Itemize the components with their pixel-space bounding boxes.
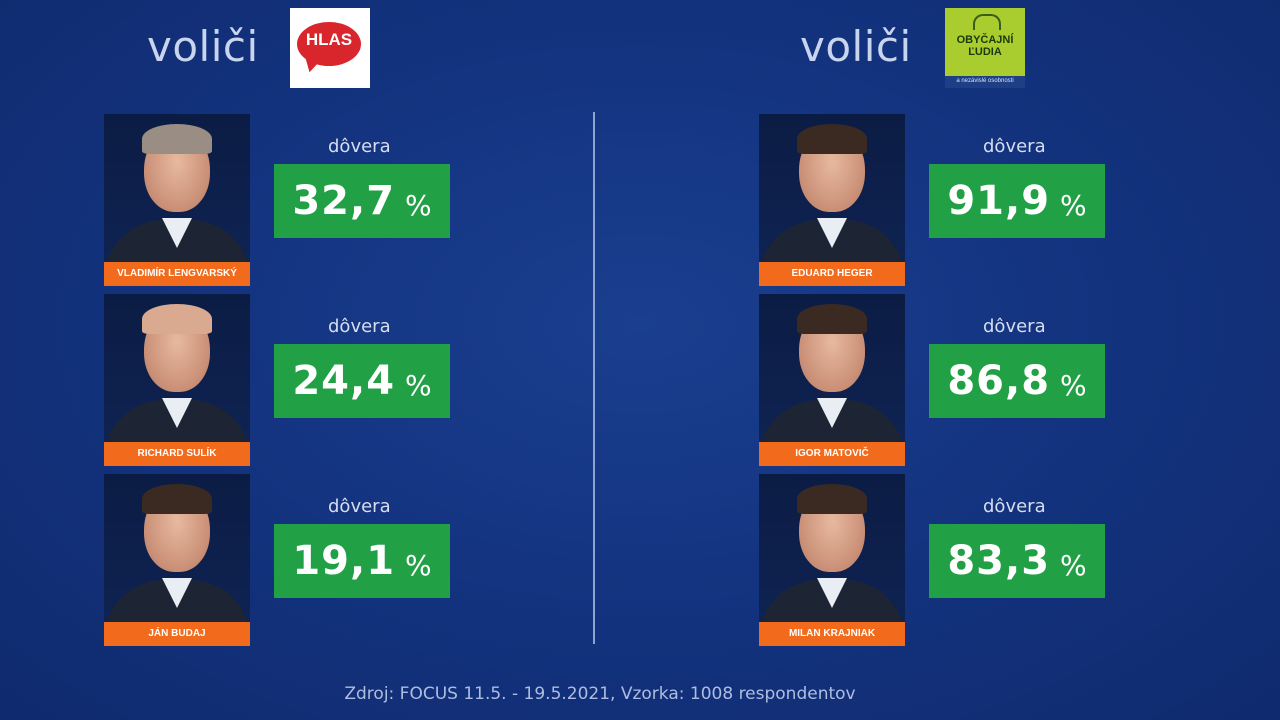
olano-logo: OBYČAJNÍ ĽUDIA a nezávislé osobnosti [945,8,1025,88]
right-panel: voliči OBYČAJNÍ ĽUDIA a nezávislé osobno… [755,0,1175,700]
trust-label: dôvera [983,316,1046,337]
trust-value-box: 86,8 % [929,344,1105,418]
source-note: Zdroj: FOCUS 11.5. - 19.5.2021, Vzorka: … [344,684,856,704]
trust-value: 24,4 [292,358,396,404]
politician-name: VLADIMÍR LENGVARSKÝ [104,262,250,286]
voters-label: voliči [147,22,259,71]
percent-sign: % [1060,368,1087,402]
politician-photo [759,294,905,442]
percent-sign: % [1060,548,1087,582]
trust-label: dôvera [328,316,391,337]
voters-label: voliči [800,22,912,71]
trust-label: dôvera [328,136,391,157]
party-logo-text: OBYČAJNÍ ĽUDIA [956,34,1014,58]
politician-card: JÁN BUDAJ dôvera 19,1 % [100,474,500,649]
percent-sign: % [405,368,432,402]
politician-card: RICHARD SULÍK dôvera 24,4 % [100,294,500,469]
trust-value: 19,1 [292,538,396,584]
party-logo-subtext: a nezávislé osobnosti [956,78,1014,84]
percent-sign: % [1060,188,1087,222]
politician-name: IGOR MATOVIČ [759,442,905,466]
trust-label: dôvera [328,496,391,517]
hlas-logo: HLAS [290,8,370,88]
politician-name: RICHARD SULÍK [104,442,250,466]
trust-value-box: 24,4 % [274,344,450,418]
politician-card: VLADIMÍR LENGVARSKÝ dôvera 32,7 % [100,114,500,289]
politician-card: MILAN KRAJNIAK dôvera 83,3 % [755,474,1155,649]
politician-name: MILAN KRAJNIAK [759,622,905,646]
politician-photo [104,114,250,262]
speech-bubble-icon [297,22,361,66]
trust-value-box: 32,7 % [274,164,450,238]
trust-value: 83,3 [947,538,1051,584]
trust-value-box: 83,3 % [929,524,1105,598]
politician-photo [759,114,905,262]
column-divider [593,112,595,644]
trust-value-box: 19,1 % [274,524,450,598]
politician-name: JÁN BUDAJ [104,622,250,646]
percent-sign: % [405,548,432,582]
politician-card: EDUARD HEGER dôvera 91,9 % [755,114,1155,289]
trust-value: 86,8 [947,358,1051,404]
trust-label: dôvera [983,496,1046,517]
trust-value: 32,7 [292,178,396,224]
trust-value: 91,9 [947,178,1051,224]
politician-photo [104,294,250,442]
party-logo-text: HLAS [305,30,353,49]
politician-photo [759,474,905,622]
percent-sign: % [405,188,432,222]
left-panel: voliči HLAS VLADIMÍR LENGVARSKÝ dôvera 3… [100,0,520,700]
olano-logo-box: OBYČAJNÍ ĽUDIA [945,8,1025,76]
politician-name: EDUARD HEGER [759,262,905,286]
people-icon [973,14,1001,30]
politician-photo [104,474,250,622]
trust-value-box: 91,9 % [929,164,1105,238]
politician-card: IGOR MATOVIČ dôvera 86,8 % [755,294,1155,469]
trust-label: dôvera [983,136,1046,157]
